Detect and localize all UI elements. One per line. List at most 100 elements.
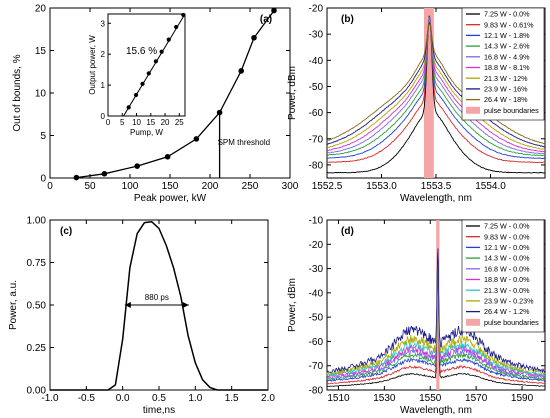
legend-label: 7.25 W - 0.0% — [484, 10, 530, 19]
inset-fit-line — [123, 13, 186, 117]
y-tick-label: 10 — [35, 89, 47, 100]
spectrum-line-1 — [326, 15, 546, 164]
y-tick-label: 5 — [40, 131, 46, 142]
inset-x-tick-label: 0 — [106, 118, 111, 127]
inset-data-point — [181, 12, 186, 18]
y-axis-label: Power, dBm — [287, 278, 298, 332]
spectrum-line-2 — [326, 15, 546, 160]
spectrum-line-4 — [326, 18, 546, 155]
x-tick-label: 100 — [122, 181, 139, 192]
y-tick-label: -80 — [309, 160, 324, 171]
fwhm-arrow-head-left — [124, 302, 131, 308]
y-tick-label: 0.25 — [27, 343, 47, 354]
inset-data-point — [146, 71, 151, 76]
y-tick-label: -30 — [309, 264, 324, 275]
x-axis-label: Peak power, kW — [134, 193, 207, 204]
legend-label: 21.3 W - 12% — [484, 74, 528, 83]
data-point — [101, 170, 108, 177]
legend-box — [461, 219, 545, 333]
spectrum-line-8 — [326, 23, 546, 145]
y-tick-label: -70 — [309, 361, 324, 372]
y-tick-label: -40 — [309, 288, 324, 299]
panel-label: (b) — [341, 14, 354, 25]
spectrum-line-0 — [326, 249, 546, 387]
inset-data-point — [174, 24, 179, 30]
x-tick-label: 200 — [202, 181, 219, 192]
x-tick-label: 2.0 — [261, 393, 275, 404]
y-tick-label: 15 — [35, 46, 47, 57]
y-tick-label: -80 — [309, 386, 324, 397]
x-tick-label: 1.5 — [225, 393, 239, 404]
legend-label: 18.8 W - 8.1% — [484, 63, 530, 72]
y-tick-label: 0 — [40, 174, 46, 185]
inset-y-label: Output power, W — [88, 35, 97, 95]
y-tick-label: -50 — [309, 82, 324, 93]
inset-x-tick-label: 5 — [120, 118, 125, 127]
x-tick-label: 250 — [242, 181, 259, 192]
y-tick-label: 0.50 — [27, 301, 47, 312]
inset-x-tick-label: 20 — [161, 118, 170, 127]
legend-label: 12.1 W - 1.8% — [484, 31, 530, 40]
y-tick-label: -20 — [309, 4, 324, 15]
legend-label: 14.3 W - 2.6% — [484, 42, 530, 51]
legend-label: 16.8 W - 0.0% — [484, 264, 530, 273]
legend-label: 21.3 W - 0.0% — [484, 286, 530, 295]
spectrum-line-2 — [327, 249, 546, 382]
inset-y-tick-label: 0 — [101, 112, 106, 121]
panel-label: (d) — [341, 226, 354, 237]
pulse-boundaries-band — [436, 220, 440, 390]
data-point — [251, 34, 257, 41]
legend-label: 16.8 W - 4.9% — [484, 52, 530, 61]
inset-data-point — [153, 59, 159, 64]
y-axis-label: Power, a.u. — [8, 280, 19, 330]
inset-data-point — [159, 49, 164, 54]
legend-label: pulse boundaries — [484, 106, 539, 115]
y-tick-label: -70 — [309, 134, 324, 145]
y-tick-label: 0.75 — [27, 258, 47, 269]
legend-label: 9.83 W - 0.61% — [484, 20, 534, 29]
spectrum-line-3 — [326, 17, 546, 157]
inset-y-tick-label: 2 — [101, 50, 106, 59]
legend-swatch — [466, 318, 480, 326]
legend-label: 23.9 W - 0.23% — [484, 297, 534, 306]
spectrum-line-4 — [326, 248, 546, 380]
legend-label: 23.9 W - 16% — [484, 85, 528, 94]
data-point — [238, 68, 244, 74]
y-axis-label: Out of bounds, % — [12, 54, 23, 131]
inset-x-label: Pump, W — [130, 128, 163, 137]
data-point — [134, 163, 140, 169]
y-tick-label: -50 — [309, 313, 324, 324]
x-tick-label: 1570 — [465, 393, 488, 404]
inset-x-tick-label: 15 — [146, 118, 155, 127]
inset-efficiency-label: 15.6 % — [126, 46, 157, 57]
panel-label: (a) — [260, 14, 272, 25]
inset-x-tick-label: 10 — [132, 118, 141, 127]
spectrum-line-1 — [326, 249, 546, 385]
legend: 7.25 W - 0.0%9.83 W - 0.61% 12.1 W - 1.8%… — [461, 7, 545, 121]
pulse-boundaries-band — [424, 8, 434, 178]
x-tick-label: 0.0 — [116, 393, 130, 404]
x-tick-label: 300 — [282, 181, 299, 192]
y-tick-label: 1.00 — [27, 216, 47, 227]
y-tick-label: -20 — [309, 240, 324, 251]
legend-swatch — [466, 106, 480, 114]
spectrum-line-7 — [326, 21, 545, 148]
inset-x-tick-label: 25 — [175, 118, 184, 127]
x-tick-label: 1590 — [511, 393, 534, 404]
legend-label: 26.4 W - 1.2% — [484, 307, 530, 316]
spectrum-line-0 — [326, 15, 546, 174]
inset-data-point — [133, 92, 139, 98]
legend-label: 9.83 W - 0.0% — [484, 232, 530, 241]
panel-1: 1552.5 1553.0 1553.5 1554.0 -80 -70 -60 -50 -40 -… — [287, 4, 546, 204]
x-tick-label: 0.5 — [152, 393, 166, 404]
legend: 7.25 W - 0.0%9.83 W - 0.0% 12.1 W - 0.0% 1… — [461, 219, 545, 333]
legend-label: 26.4 W - 18% — [484, 95, 528, 104]
x-tick-label: 1510 — [327, 393, 350, 404]
panel-label: (c) — [60, 226, 72, 237]
x-tick-label: 1554.0 — [475, 181, 506, 192]
legend-label: 14.3 W - 0.0% — [484, 254, 530, 263]
y-tick-label: -40 — [309, 56, 324, 67]
legend-box — [461, 7, 545, 121]
inset-y-tick-label: 1 — [101, 81, 106, 90]
